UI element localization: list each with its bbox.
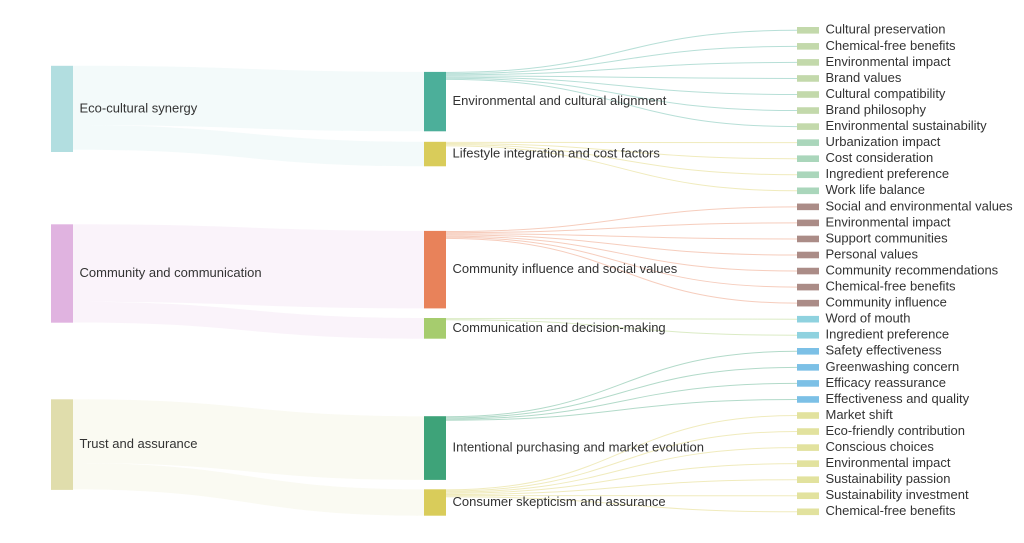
svg-text:Consumer skepticism and assura: Consumer skepticism and assurance [453,494,666,509]
svg-text:Eco-friendly contribution: Eco-friendly contribution [826,423,965,438]
svg-text:Support communities: Support communities [826,230,949,245]
svg-text:Brand values: Brand values [826,70,902,85]
svg-text:Cost consideration: Cost consideration [826,150,934,165]
svg-text:Eco-cultural synergy: Eco-cultural synergy [80,100,198,115]
svg-text:Ingredient preference: Ingredient preference [826,166,950,181]
svg-text:Chemical-free benefits: Chemical-free benefits [826,38,957,53]
svg-text:Communication and decision-mak: Communication and decision-making [453,320,666,335]
svg-text:Community and communication: Community and communication [80,265,262,280]
svg-text:Environmental impact: Environmental impact [826,455,951,470]
svg-text:Intentional purchasing and mar: Intentional purchasing and market evolut… [453,439,705,454]
svg-text:Chemical-free benefits: Chemical-free benefits [826,503,957,518]
svg-text:Environmental sustainability: Environmental sustainability [826,118,988,133]
svg-text:Work life balance: Work life balance [826,182,925,197]
svg-text:Social and environmental value: Social and environmental values [826,198,1014,213]
svg-text:Word of mouth: Word of mouth [826,311,911,326]
svg-text:Environmental and cultural ali: Environmental and cultural alignment [453,93,667,108]
svg-text:Community recommendations: Community recommendations [826,262,999,277]
svg-text:Sustainability passion: Sustainability passion [826,471,951,486]
svg-text:Ingredient preference: Ingredient preference [826,327,950,342]
svg-text:Effectiveness and quality: Effectiveness and quality [826,391,970,406]
svg-text:Greenwashing concern: Greenwashing concern [826,359,960,374]
svg-text:Cultural preservation: Cultural preservation [826,22,946,37]
svg-text:Personal values: Personal values [826,246,919,261]
svg-text:Efficacy reassurance: Efficacy reassurance [826,375,946,390]
svg-text:Environmental impact: Environmental impact [826,54,951,69]
svg-text:Brand philosophy: Brand philosophy [826,102,927,117]
svg-text:Trust and assurance: Trust and assurance [80,436,198,451]
svg-text:Cultural compatibility: Cultural compatibility [826,86,946,101]
svg-text:Safety effectiveness: Safety effectiveness [826,343,943,358]
svg-text:Sustainability investment: Sustainability investment [826,487,969,502]
svg-text:Chemical-free benefits: Chemical-free benefits [826,279,957,294]
svg-text:Conscious choices: Conscious choices [826,439,935,454]
svg-text:Urbanization impact: Urbanization impact [826,134,941,149]
svg-text:Community influence and social: Community influence and social values [453,261,678,276]
svg-text:Lifestyle integration and cost: Lifestyle integration and cost factors [453,145,661,160]
svg-text:Market shift: Market shift [826,407,894,422]
svg-text:Environmental impact: Environmental impact [826,214,951,229]
svg-text:Community influence: Community influence [826,295,947,310]
